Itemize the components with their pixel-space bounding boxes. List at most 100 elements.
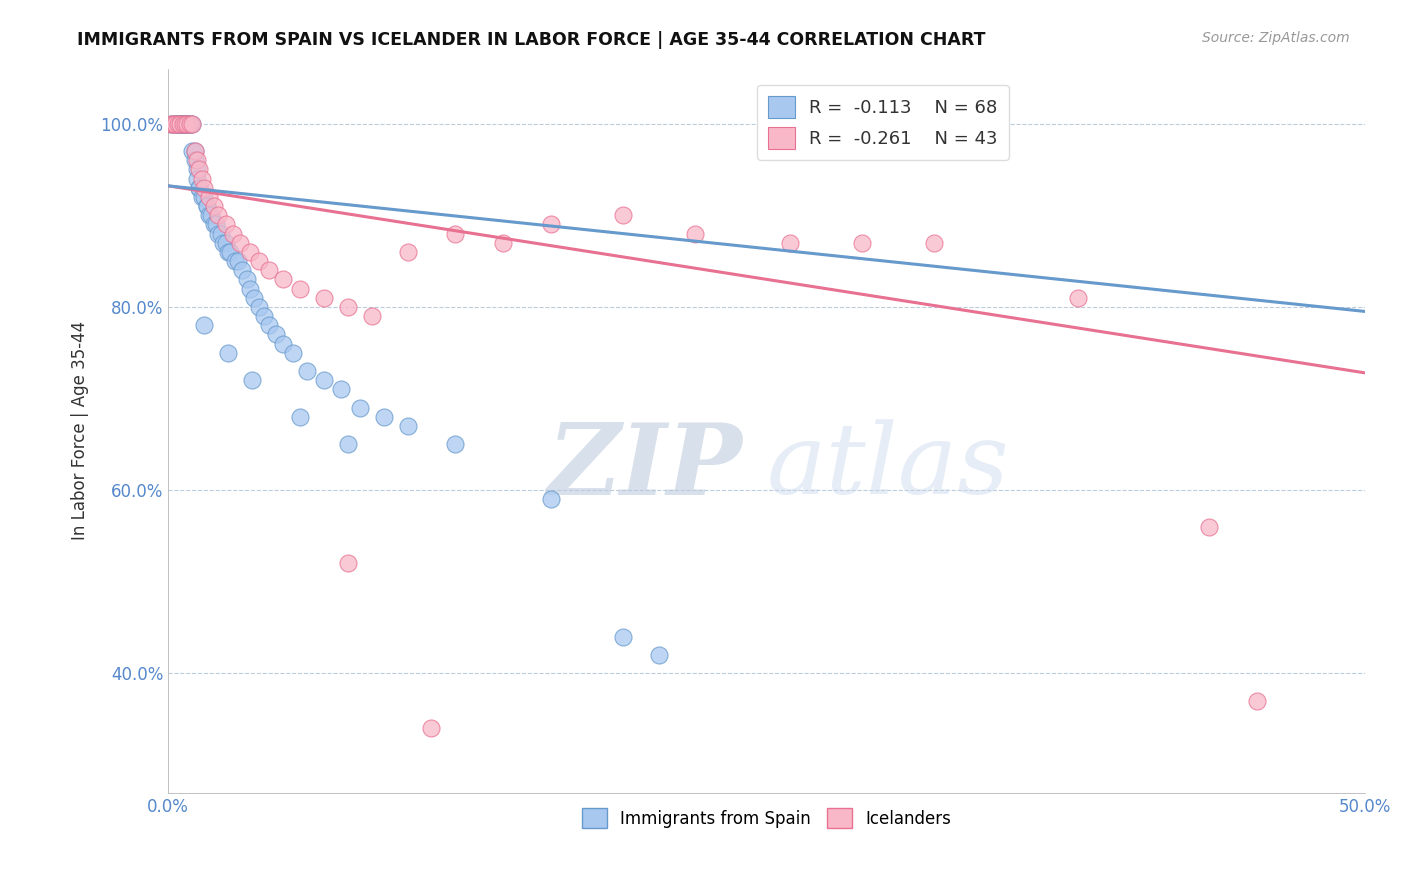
Point — [612, 208, 634, 222]
Point — [253, 309, 276, 323]
Point — [176, 116, 198, 130]
Point — [176, 116, 198, 130]
Point — [165, 116, 187, 130]
Point — [444, 437, 467, 451]
Point — [174, 116, 197, 130]
Point — [183, 144, 205, 158]
Point — [166, 116, 188, 130]
Point — [281, 345, 304, 359]
Point — [190, 171, 212, 186]
Point — [169, 116, 191, 130]
Point — [159, 116, 181, 130]
Point — [188, 162, 211, 177]
Text: Source: ZipAtlas.com: Source: ZipAtlas.com — [1202, 31, 1350, 45]
Point — [240, 373, 263, 387]
Text: atlas: atlas — [766, 419, 1010, 515]
Point — [231, 263, 253, 277]
Point — [172, 116, 194, 130]
Point — [179, 116, 201, 130]
Point — [648, 648, 671, 662]
Y-axis label: In Labor Force | Age 35-44: In Labor Force | Age 35-44 — [72, 321, 89, 541]
Point — [169, 116, 191, 130]
Point — [169, 116, 191, 130]
Point — [1198, 520, 1220, 534]
Point — [264, 327, 287, 342]
Point — [188, 180, 211, 194]
Point — [195, 199, 218, 213]
Point — [226, 254, 249, 268]
Point — [219, 244, 242, 259]
Point — [271, 272, 294, 286]
Point — [165, 116, 187, 130]
Legend: Immigrants from Spain, Icelanders: Immigrants from Spain, Icelanders — [575, 801, 957, 835]
Point — [336, 300, 359, 314]
Point — [329, 382, 352, 396]
Point — [217, 345, 239, 359]
Point — [229, 235, 252, 250]
Point — [172, 116, 194, 130]
Point — [214, 218, 236, 232]
Point — [492, 235, 515, 250]
Point — [174, 116, 197, 130]
Point — [172, 116, 194, 130]
Point — [188, 180, 211, 194]
Point — [172, 116, 194, 130]
Point — [214, 235, 236, 250]
Point — [181, 144, 204, 158]
Point — [420, 722, 443, 736]
Point — [312, 373, 335, 387]
Point — [243, 291, 266, 305]
Point — [851, 235, 873, 250]
Point — [1246, 694, 1268, 708]
Point — [922, 235, 945, 250]
Text: ZIP: ZIP — [547, 418, 742, 515]
Point — [373, 409, 395, 424]
Point — [193, 318, 215, 333]
Point — [222, 227, 245, 241]
Point — [190, 190, 212, 204]
Point — [162, 116, 184, 130]
Point — [193, 180, 215, 194]
Point — [183, 153, 205, 168]
Point — [288, 281, 311, 295]
Point — [200, 208, 222, 222]
Point — [193, 190, 215, 204]
Point — [540, 218, 562, 232]
Point — [540, 492, 562, 507]
Point — [239, 244, 262, 259]
Point — [207, 227, 229, 241]
Point — [176, 116, 198, 130]
Point — [186, 162, 208, 177]
Point — [236, 272, 259, 286]
Point — [174, 116, 197, 130]
Point — [288, 409, 311, 424]
Point — [779, 235, 801, 250]
Point — [683, 227, 706, 241]
Point — [179, 116, 201, 130]
Point — [186, 153, 208, 168]
Point — [207, 208, 229, 222]
Point — [162, 116, 184, 130]
Point — [247, 300, 270, 314]
Point — [195, 199, 218, 213]
Point — [1066, 291, 1088, 305]
Point — [312, 291, 335, 305]
Point — [166, 116, 188, 130]
Point — [396, 244, 419, 259]
Point — [212, 235, 235, 250]
Point — [202, 199, 225, 213]
Point — [336, 557, 359, 571]
Point — [360, 309, 382, 323]
Point — [257, 318, 280, 333]
Point — [396, 419, 419, 434]
Point — [169, 116, 191, 130]
Point — [349, 401, 371, 415]
Point — [271, 336, 294, 351]
Point — [179, 116, 201, 130]
Point — [198, 190, 221, 204]
Point — [186, 171, 208, 186]
Point — [209, 227, 232, 241]
Point — [336, 437, 359, 451]
Text: IMMIGRANTS FROM SPAIN VS ICELANDER IN LABOR FORCE | AGE 35-44 CORRELATION CHART: IMMIGRANTS FROM SPAIN VS ICELANDER IN LA… — [77, 31, 986, 49]
Point — [205, 218, 228, 232]
